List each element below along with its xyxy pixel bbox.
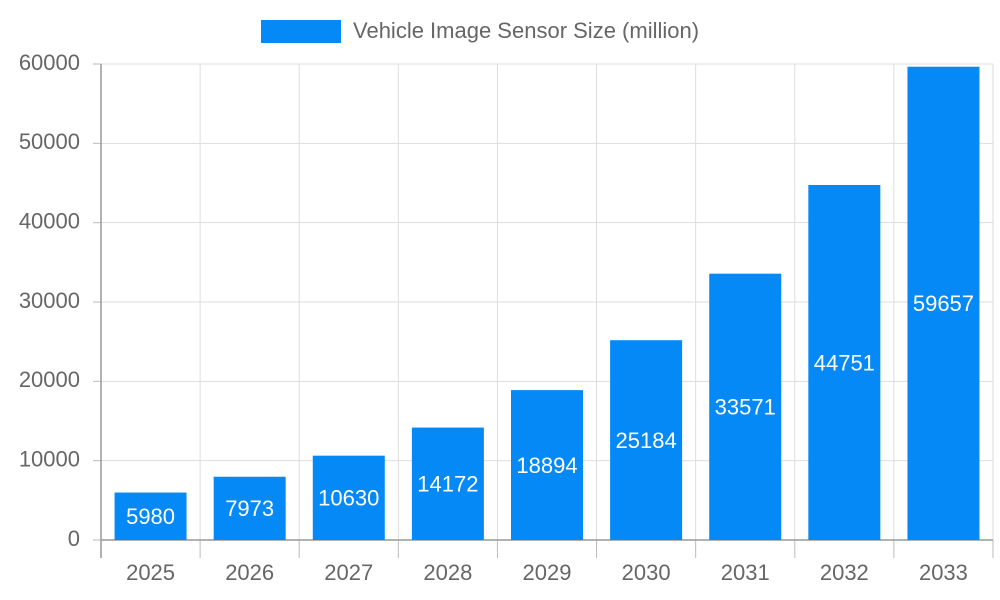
data-label: 18894: [516, 453, 577, 478]
legend-swatch: [261, 20, 341, 43]
data-label: 7973: [225, 496, 274, 521]
x-tick-label: 2033: [919, 560, 968, 585]
bar: [312, 455, 385, 540]
y-tick-label: 20000: [19, 367, 80, 392]
bar: [907, 66, 980, 540]
y-tick-label: 0: [68, 526, 80, 551]
data-label: 33571: [715, 395, 776, 420]
bar: [709, 273, 782, 540]
x-tick-label: 2031: [721, 560, 770, 585]
bar: [610, 340, 683, 540]
legend-label: Vehicle Image Sensor Size (million): [353, 18, 699, 43]
bar: [411, 427, 484, 540]
y-tick-label: 60000: [19, 50, 80, 75]
bar: [114, 492, 187, 540]
data-label: 14172: [417, 472, 478, 497]
data-label: 59657: [913, 291, 974, 316]
x-tick-label: 2029: [523, 560, 572, 585]
x-tick-label: 2028: [423, 560, 472, 585]
bar: [511, 390, 583, 540]
x-tick-label: 2030: [622, 560, 671, 585]
y-tick-label: 30000: [19, 288, 80, 313]
y-tick-label: 10000: [19, 446, 80, 471]
x-tick-label: 2026: [225, 560, 274, 585]
data-label: 10630: [318, 486, 379, 511]
data-label: 44751: [814, 350, 875, 375]
x-tick-label: 2027: [324, 560, 373, 585]
data-label: 25184: [616, 428, 677, 453]
data-label: 5980: [126, 504, 175, 529]
bar: [213, 476, 286, 540]
x-tick-label: 2025: [126, 560, 175, 585]
y-tick-label: 40000: [19, 208, 80, 233]
y-tick-label: 50000: [19, 129, 80, 154]
x-tick-label: 2032: [820, 560, 869, 585]
bar: [808, 184, 881, 540]
